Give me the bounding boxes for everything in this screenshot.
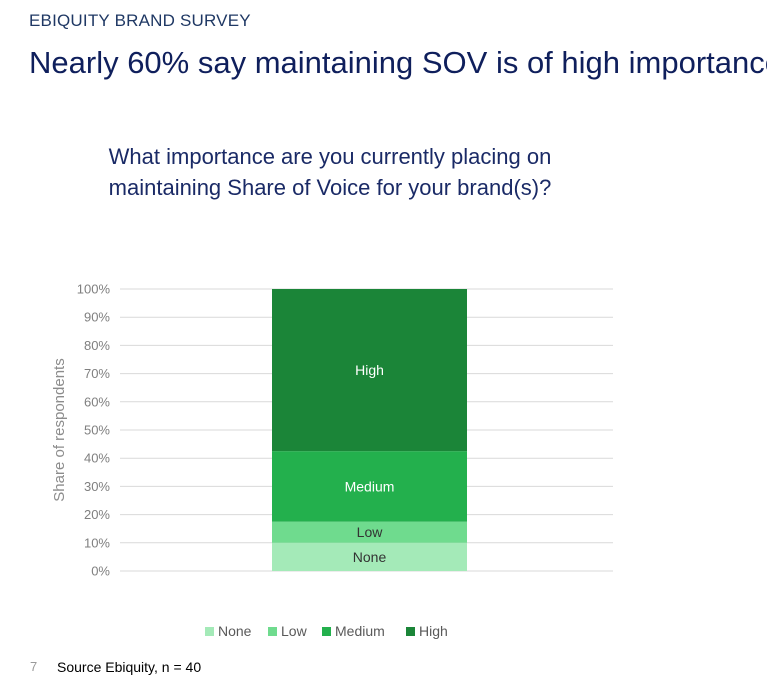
legend-swatch-none [205, 627, 214, 636]
legend-label-none: None [218, 623, 252, 639]
legend-label-medium: Medium [335, 623, 385, 639]
source-note: Source Ebiquity, n = 40 [57, 659, 202, 675]
y-tick-label: 20% [84, 507, 110, 522]
legend-swatch-medium [322, 627, 331, 636]
stacked-bar-chart: 0% 10% 20% 30% 40% 50% 60% 70% 80% 90% 100% Share o… [51, 282, 613, 639]
legend-label-low: Low [281, 623, 308, 639]
y-tick-label: 40% [84, 451, 110, 466]
y-tick-label: 100% [77, 282, 111, 297]
legend-label-high: High [419, 623, 448, 639]
segment-label-medium: Medium [345, 478, 395, 494]
segment-label-none: None [353, 549, 387, 565]
chart-question: What importance are you currently placin… [108, 144, 552, 200]
y-tick-label: 10% [84, 535, 110, 550]
y-tick-label: 0% [91, 564, 110, 579]
y-tick-label: 90% [84, 310, 110, 325]
slide-title: Nearly 60% say maintaining SOV is of hig… [29, 45, 767, 80]
y-tick-label: 50% [84, 423, 110, 438]
y-tick-label: 70% [84, 366, 110, 381]
bar-segment-none [272, 542, 467, 571]
bar-segment-medium [272, 451, 467, 522]
y-tick-label: 60% [84, 394, 110, 409]
y-tick-label: 80% [84, 338, 110, 353]
legend-swatch-low [268, 627, 277, 636]
y-axis-title: Share of respondents [51, 358, 68, 501]
bar-segment-high [272, 289, 467, 452]
y-tick-label: 30% [84, 479, 110, 494]
survey-label: EBIQUITY BRAND SURVEY [29, 11, 251, 30]
segment-label-low: Low [357, 524, 384, 540]
legend-swatch-high [406, 627, 415, 636]
slide-number: 7 [30, 659, 38, 674]
bar-segment-low [272, 521, 467, 543]
segment-label-high: High [355, 362, 384, 378]
